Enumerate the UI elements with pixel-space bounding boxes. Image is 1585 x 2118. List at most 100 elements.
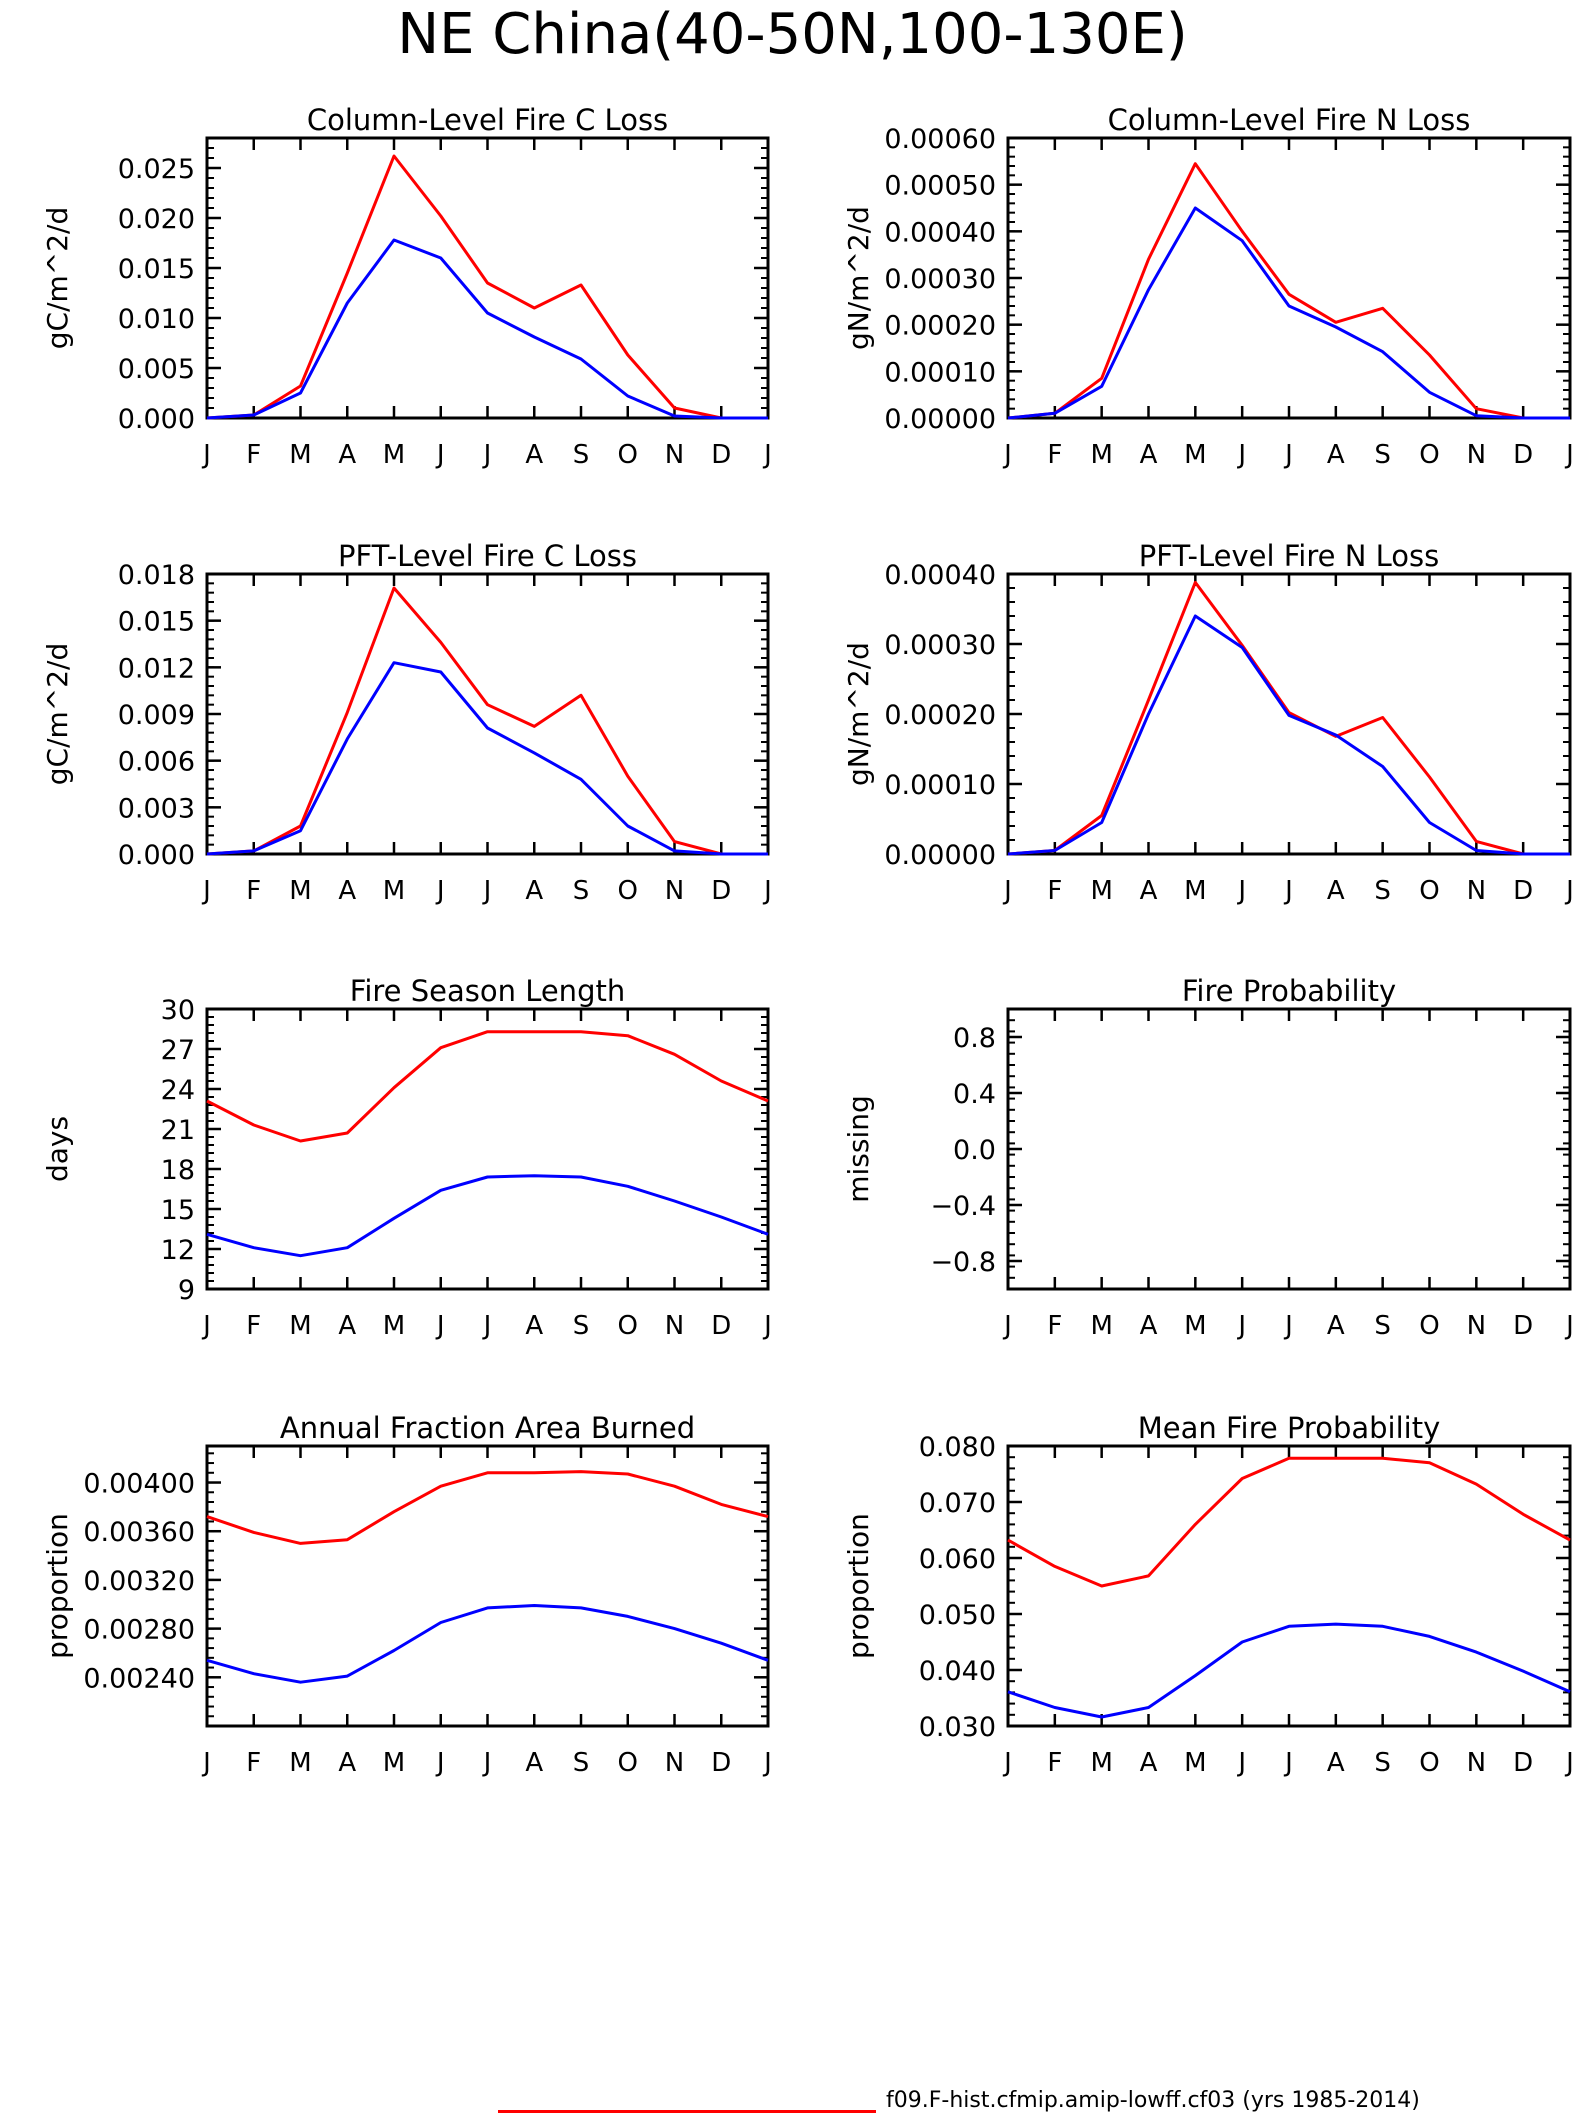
- x-tick-label: O: [1419, 440, 1439, 470]
- x-tick-label: F: [1047, 876, 1062, 906]
- series-line: [206, 586, 768, 856]
- chart-panel: J F M A M J J A S O N D J0.0300.0400.0500.0600.0700.…: [842, 1411, 1574, 1778]
- y-tick-label: 0.00240: [83, 1663, 195, 1694]
- x-tick-label: A: [1140, 1748, 1158, 1778]
- panel-title: Column-Level Fire N Loss: [1108, 103, 1471, 137]
- x-tick-label: A: [525, 876, 543, 906]
- x-tick-label: O: [618, 440, 638, 470]
- x-tick-label: A: [338, 876, 356, 906]
- x-tick-label: J: [1564, 1311, 1574, 1341]
- x-tick-label: D: [711, 440, 731, 470]
- x-tick-label: A: [338, 1748, 356, 1778]
- y-tick-label: 15: [161, 1195, 195, 1226]
- x-tick-label: D: [1513, 876, 1533, 906]
- y-tick-label: 0.0: [953, 1135, 996, 1166]
- x-tick-label: J: [1236, 876, 1246, 906]
- x-tick-label: D: [1513, 440, 1533, 470]
- chart-panel: J F M A M J J A S O N D J0.000000.000100.000200.0003…: [842, 103, 1574, 470]
- y-tick-label: 0.00280: [83, 1615, 195, 1646]
- x-tick-label: J: [435, 440, 445, 470]
- x-tick-label: M: [289, 1748, 311, 1778]
- x-tick-label: F: [1047, 1311, 1062, 1341]
- y-tick-label: 0.015: [118, 254, 195, 285]
- x-tick-label: M: [289, 440, 311, 470]
- y-tick-label: 0.015: [118, 607, 195, 638]
- x-tick-label: J: [1283, 1311, 1293, 1341]
- series-line: [206, 1030, 769, 1143]
- y-tick-label: 0.00020: [884, 700, 996, 731]
- x-tick-label: A: [1327, 1311, 1345, 1341]
- x-tick-label: F: [246, 1311, 261, 1341]
- y-tick-label: 0.003: [118, 793, 195, 824]
- x-tick-label: M: [1184, 1311, 1206, 1341]
- x-tick-label: A: [525, 1311, 543, 1341]
- x-tick-label: J: [201, 876, 211, 906]
- x-tick-label: J: [1002, 876, 1012, 906]
- x-tick-label: J: [435, 1311, 445, 1341]
- x-tick-label: M: [1090, 1748, 1112, 1778]
- y-tick-label: 0.009: [118, 700, 195, 731]
- y-tick-label: 0.00050: [884, 171, 996, 202]
- y-tick-label: 18: [161, 1155, 195, 1186]
- y-tick-label: 0.000: [118, 840, 195, 871]
- x-tick-label: S: [1374, 876, 1391, 906]
- x-tick-label: D: [711, 1311, 731, 1341]
- x-tick-label: J: [762, 1311, 772, 1341]
- x-tick-label: M: [1184, 440, 1206, 470]
- y-tick-label: 0.020: [118, 204, 195, 235]
- x-tick-label: J: [1283, 440, 1293, 470]
- y-tick-label: 12: [161, 1235, 195, 1266]
- y-tick-label: 0.030: [919, 1712, 996, 1743]
- x-tick-label: A: [1140, 1311, 1158, 1341]
- y-tick-label: 24: [161, 1075, 195, 1106]
- panel-title: PFT-Level Fire N Loss: [1139, 539, 1439, 573]
- y-tick-label: −0.4: [930, 1191, 996, 1222]
- x-tick-label: J: [482, 440, 492, 470]
- plot-frame: [1006, 136, 1572, 420]
- x-tick-label: M: [289, 876, 311, 906]
- y-tick-label: 0.00400: [83, 1469, 195, 1500]
- y-tick-label: 0.060: [919, 1544, 996, 1575]
- x-tick-label: N: [1467, 1748, 1486, 1778]
- legend-label: f09.F-hist.cfmip.amip-lowff.cf03 (yrs 19…: [886, 2088, 1420, 2113]
- y-axis-label: gC/m^2/d: [41, 207, 74, 350]
- x-tick-label: N: [665, 440, 684, 470]
- x-tick-label: A: [1140, 440, 1158, 470]
- series-line: [206, 661, 768, 856]
- x-tick-label: A: [1140, 876, 1158, 906]
- x-tick-label: F: [246, 440, 261, 470]
- chart-panel: J F M A M J J A S O N D J0.0000.0030.0060.0090.0120.…: [41, 539, 772, 906]
- series-line: [1007, 580, 1570, 856]
- x-tick-label: N: [1467, 440, 1486, 470]
- x-tick-label: M: [383, 440, 405, 470]
- y-tick-label: 0.00010: [884, 357, 996, 388]
- x-tick-label: F: [1047, 440, 1062, 470]
- y-tick-label: 27: [161, 1035, 195, 1066]
- chart-panel: J F M A M J J A S O N D J0.0000.0050.0100.0150.0200.…: [41, 103, 772, 470]
- y-tick-label: 0.018: [118, 560, 195, 591]
- y-tick-label: 0.00320: [83, 1566, 195, 1597]
- x-tick-label: S: [1374, 440, 1391, 470]
- x-tick-label: M: [1090, 1311, 1112, 1341]
- series-line: [206, 1470, 769, 1545]
- x-tick-label: J: [1236, 1311, 1246, 1341]
- series-line: [1007, 206, 1570, 420]
- panel-title: Column-Level Fire C Loss: [307, 103, 668, 137]
- series-line: [1007, 1622, 1571, 1719]
- y-axis-label: gC/m^2/d: [41, 643, 74, 786]
- y-tick-label: 0.00010: [884, 770, 996, 801]
- y-tick-label: 0.040: [919, 1656, 996, 1687]
- x-tick-label: N: [665, 1748, 684, 1778]
- plot-frame: [1006, 1007, 1572, 1291]
- page-title: NE China(40-50N,100-130E): [397, 2, 1188, 67]
- x-tick-label: M: [383, 1311, 405, 1341]
- x-tick-label: M: [1090, 876, 1112, 906]
- y-tick-label: 0.00020: [884, 311, 996, 342]
- x-tick-label: A: [338, 440, 356, 470]
- y-tick-label: 0.4: [953, 1079, 996, 1110]
- x-tick-label: O: [1419, 1311, 1439, 1341]
- y-tick-label: 0.025: [118, 154, 195, 185]
- x-tick-label: O: [618, 1311, 638, 1341]
